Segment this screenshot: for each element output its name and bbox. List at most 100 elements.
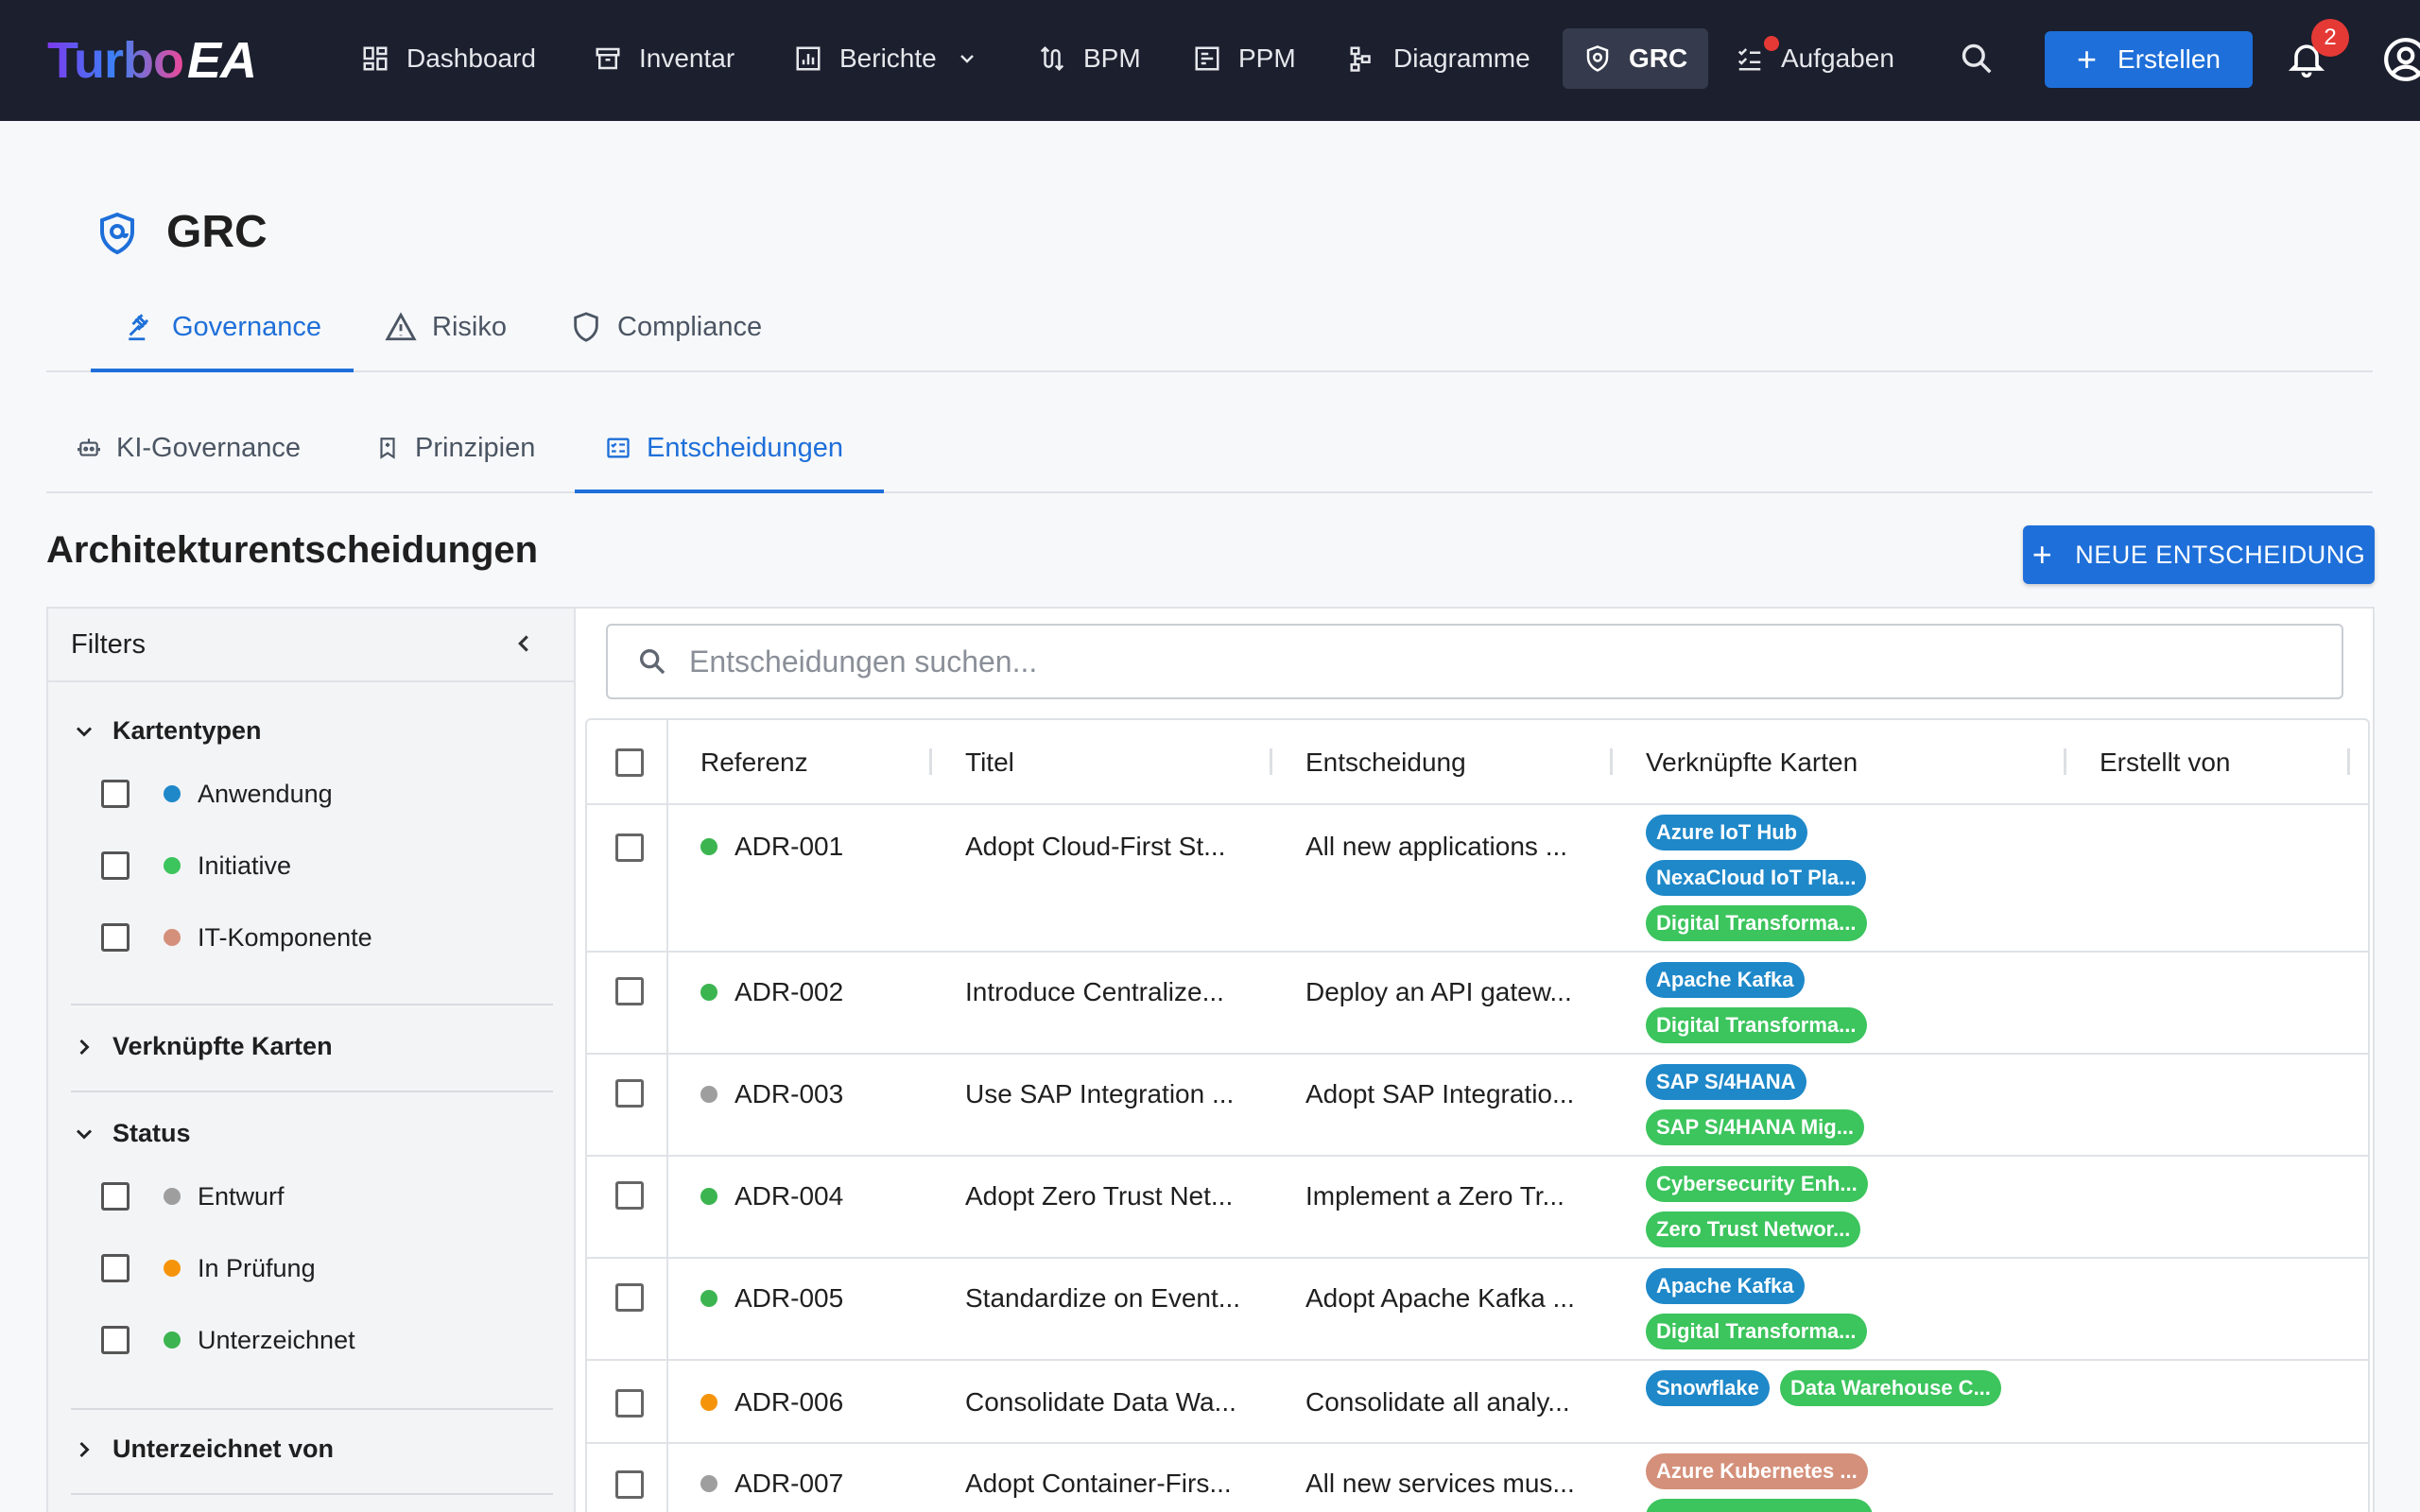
- linked-card-chip[interactable]: Cybersecurity Enh...: [1646, 1166, 1868, 1202]
- status-dot: [700, 1188, 717, 1205]
- type-color-dot: [164, 857, 181, 874]
- search-input[interactable]: Entscheidungen suchen...: [606, 624, 2343, 699]
- linked-card-chip[interactable]: Digital Transforma...: [1646, 1007, 1867, 1043]
- nav-dashboard[interactable]: Dashboard: [361, 28, 536, 89]
- linked-card-chip[interactable]: Snowflake: [1646, 1370, 1770, 1406]
- top-navigation-bar: Turbo EA: [0, 0, 2420, 121]
- filter-item-label: Anwendung: [198, 779, 333, 808]
- status-color-dot: [164, 1260, 181, 1277]
- table-row[interactable]: ADR-005 Standardize on Event... Adopt Ap…: [587, 1259, 2368, 1361]
- nav-ppm[interactable]: PPM: [1193, 28, 1296, 89]
- linked-card-chip[interactable]: Digital Transforma...: [1646, 1314, 1867, 1349]
- status-dot: [700, 838, 717, 855]
- subtab-prinzipien[interactable]: Prinzipien: [375, 404, 535, 491]
- ppm-icon: [1193, 44, 1221, 73]
- chevron-left-icon[interactable]: [510, 629, 538, 658]
- subtab-label: Prinzipien: [415, 432, 536, 463]
- bpm-icon: [1038, 44, 1066, 73]
- filter-item-entwurf[interactable]: Entwurf: [101, 1177, 285, 1215]
- filter-group-unterzeichnet-von[interactable]: Unterzeichnet von: [71, 1435, 334, 1464]
- row-checkbox[interactable]: [615, 1470, 644, 1499]
- checkbox[interactable]: [101, 780, 130, 808]
- subtab-ki-governance[interactable]: KI-Governance: [77, 404, 301, 491]
- search-placeholder: Entscheidungen suchen...: [689, 644, 1038, 679]
- checkbox[interactable]: [101, 1326, 130, 1354]
- filter-group-verknuepfte-karten[interactable]: Verknüpfte Karten: [71, 1032, 333, 1061]
- filter-item-label: Unterzeichnet: [198, 1325, 355, 1354]
- table-row[interactable]: ADR-001 Adopt Cloud-First St... All new …: [587, 805, 2368, 953]
- tab-compliance[interactable]: Compliance: [570, 284, 762, 370]
- filter-item-in-pruefung[interactable]: In Prüfung: [101, 1249, 316, 1287]
- filter-group-status[interactable]: Status: [71, 1119, 191, 1148]
- row-checkbox[interactable]: [615, 1389, 644, 1418]
- tab-label: Risiko: [432, 311, 507, 342]
- column-header-referenz[interactable]: Referenz: [700, 747, 808, 777]
- row-checkbox[interactable]: [615, 1181, 644, 1210]
- checkbox[interactable]: [101, 1182, 130, 1211]
- column-header-verknuepfte-karten[interactable]: Verknüpfte Karten: [1646, 747, 1858, 777]
- column-separator[interactable]: [929, 748, 932, 775]
- checkbox[interactable]: [101, 923, 130, 952]
- linked-card-chip[interactable]: Azure IoT Hub: [1646, 815, 1808, 850]
- filter-item-it-komponente[interactable]: IT-Komponente: [101, 919, 372, 956]
- warning-icon: [385, 311, 417, 343]
- column-header-titel[interactable]: Titel: [965, 747, 1014, 777]
- app-logo[interactable]: Turbo EA: [47, 31, 257, 90]
- table-row[interactable]: ADR-007 Adopt Container-Firs... All new …: [587, 1444, 2368, 1512]
- linked-card-chip[interactable]: Zero Trust Networ...: [1646, 1211, 1861, 1247]
- filter-item-initiative[interactable]: Initiative: [101, 847, 291, 885]
- linked-card-chip[interactable]: [1646, 1499, 1873, 1512]
- column-header-erstellt-von[interactable]: Erstellt von: [2100, 747, 2231, 777]
- checkbox[interactable]: [101, 1254, 130, 1282]
- linked-card-chip[interactable]: Apache Kafka: [1646, 962, 1805, 998]
- column-separator[interactable]: [2347, 748, 2350, 775]
- select-all-checkbox[interactable]: [615, 748, 644, 777]
- new-decision-label: NEUE ENTSCHEIDUNG: [2075, 540, 2366, 569]
- nav-inventar[interactable]: Inventar: [594, 28, 735, 89]
- tab-governance[interactable]: Governance: [91, 284, 354, 372]
- dashboard-icon: [361, 44, 389, 73]
- subtab-entscheidungen[interactable]: Entscheidungen: [575, 404, 884, 493]
- tab-risiko[interactable]: Risiko: [385, 284, 507, 370]
- title-cell: Adopt Container-Firs...: [965, 1469, 1232, 1498]
- nav-bpm[interactable]: BPM: [1038, 28, 1141, 89]
- linked-card-chip[interactable]: NexaCloud IoT Pla...: [1646, 860, 1867, 896]
- row-checkbox[interactable]: [615, 1079, 644, 1108]
- chevron-down-icon: [956, 47, 978, 70]
- linked-card-chip[interactable]: Apache Kafka: [1646, 1268, 1805, 1304]
- column-header-entscheidung[interactable]: Entscheidung: [1305, 747, 1466, 777]
- decision-cell: All new applications ...: [1305, 832, 1568, 861]
- column-separator[interactable]: [1270, 748, 1272, 775]
- filter-item-label: Initiative: [198, 850, 292, 880]
- linked-card-chip[interactable]: Azure Kubernetes ...: [1646, 1453, 1868, 1489]
- notification-bell-icon[interactable]: [2286, 38, 2327, 79]
- table-row[interactable]: ADR-006 Consolidate Data Wa... Consolida…: [587, 1361, 2368, 1444]
- create-button[interactable]: + Erstellen: [2045, 31, 2253, 88]
- filter-item-anwendung[interactable]: Anwendung: [101, 775, 333, 813]
- table-row[interactable]: ADR-004 Adopt Zero Trust Net... Implemen…: [587, 1157, 2368, 1259]
- linked-card-chip[interactable]: Digital Transforma...: [1646, 905, 1867, 941]
- nav-diagramme[interactable]: Diagramme: [1348, 28, 1530, 89]
- new-decision-button[interactable]: + NEUE ENTSCHEIDUNG: [2023, 525, 2375, 584]
- linked-card-chip[interactable]: SAP S/4HANA: [1646, 1064, 1806, 1100]
- inventory-icon: [594, 44, 622, 73]
- checkbox[interactable]: [101, 851, 130, 880]
- linked-card-chip[interactable]: SAP S/4HANA Mig...: [1646, 1109, 1865, 1145]
- linked-card-chip[interactable]: Data Warehouse C...: [1780, 1370, 2001, 1406]
- column-separator[interactable]: [2064, 748, 2066, 775]
- section-title: Architekturentscheidungen: [46, 529, 539, 571]
- column-separator[interactable]: [1610, 748, 1613, 775]
- row-checkbox[interactable]: [615, 977, 644, 1005]
- table-row[interactable]: ADR-003 Use SAP Integration ... Adopt SA…: [587, 1055, 2368, 1157]
- search-button[interactable]: [1959, 28, 1995, 89]
- nav-berichte[interactable]: Berichte: [794, 28, 978, 89]
- user-account-icon[interactable]: [2382, 36, 2420, 83]
- row-checkbox[interactable]: [615, 1283, 644, 1312]
- nav-aufgaben[interactable]: Aufgaben: [1736, 28, 1894, 89]
- nav-grc[interactable]: GRC: [1563, 28, 1709, 89]
- row-checkbox[interactable]: [615, 833, 644, 862]
- table-row[interactable]: ADR-002 Introduce Centralize... Deploy a…: [587, 953, 2368, 1055]
- filter-group-kartentypen[interactable]: Kartentypen: [71, 716, 262, 746]
- filter-item-unterzeichnet[interactable]: Unterzeichnet: [101, 1321, 355, 1359]
- status-color-dot: [164, 1332, 181, 1349]
